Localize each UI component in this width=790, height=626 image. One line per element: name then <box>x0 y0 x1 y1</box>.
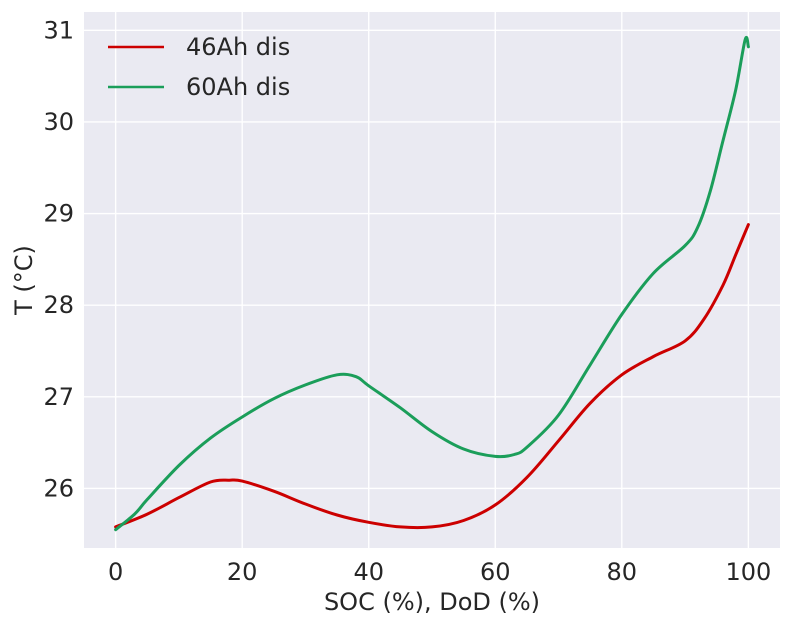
legend: 46Ah dis 60Ah dis <box>108 33 290 101</box>
y-tick-label: 26 <box>43 474 74 502</box>
y-tick-label: 30 <box>43 108 74 136</box>
x-tick-label: 60 <box>480 558 511 586</box>
series-lines <box>114 35 750 532</box>
y-tick-label: 29 <box>43 200 74 228</box>
legend-label-0: 46Ah dis <box>186 33 290 61</box>
x-tick-label: 80 <box>607 558 638 586</box>
x-axis-ticks: 0 20 40 60 80 100 <box>108 558 771 586</box>
x-tick-label: 40 <box>353 558 384 586</box>
series-line-0 <box>114 223 750 530</box>
series-line-1 <box>114 35 750 532</box>
y-tick-label: 28 <box>43 291 74 319</box>
plot-background <box>84 12 780 548</box>
x-tick-label: 100 <box>725 558 771 586</box>
grid-lines <box>84 12 780 548</box>
x-tick-label: 20 <box>227 558 258 586</box>
x-axis-label: SOC (%), DoD (%) <box>324 588 540 616</box>
y-tick-label: 31 <box>43 16 74 44</box>
legend-label-1: 60Ah dis <box>186 73 290 101</box>
y-axis-ticks: 26 27 28 29 30 31 <box>43 16 74 502</box>
y-tick-label: 27 <box>43 383 74 411</box>
x-tick-label: 0 <box>108 558 123 586</box>
y-axis-label: T (°C) <box>10 245 38 316</box>
